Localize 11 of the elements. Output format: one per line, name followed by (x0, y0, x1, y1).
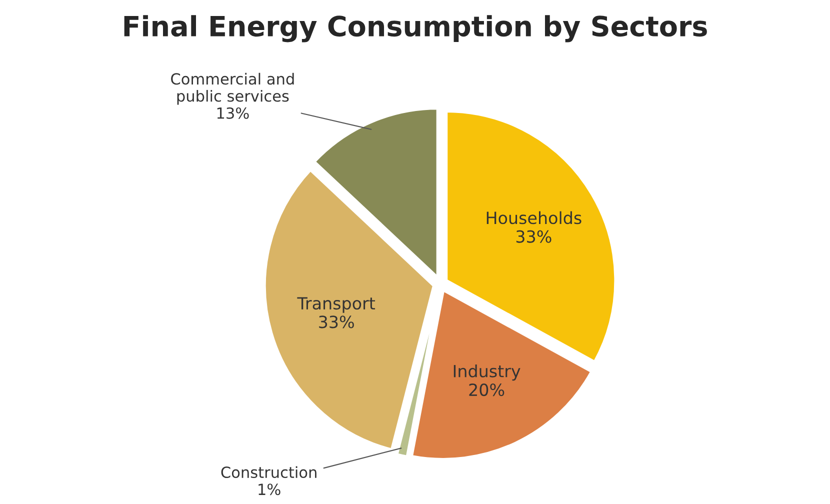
data-label: 1% (258, 484, 280, 496)
slice-label: Construction (221, 466, 316, 478)
chart-title: Final Energy Consumption by Sectors (124, 15, 707, 42)
data-label: 33% (319, 316, 354, 328)
data-label: 13% (217, 107, 249, 119)
slice-label: Commercial and public services (171, 72, 294, 105)
data-label: 20% (469, 383, 504, 396)
slice-label: Industry (454, 364, 520, 381)
slice-label: Transport (297, 297, 376, 313)
slice-label: Households (486, 211, 582, 224)
data-label: 33% (516, 230, 552, 243)
